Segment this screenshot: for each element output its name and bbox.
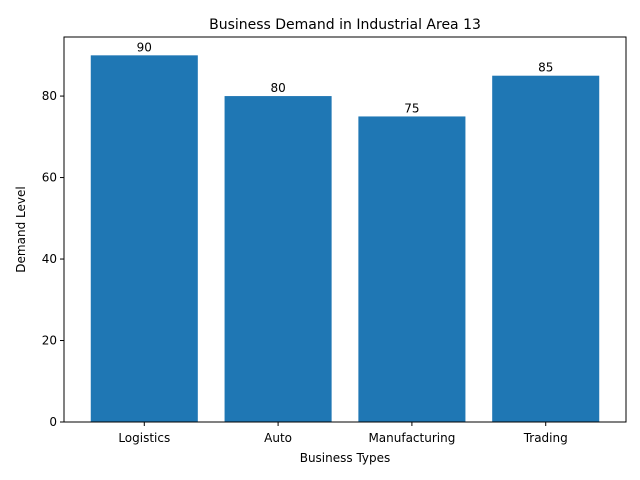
bar-value-label: 85 <box>538 61 553 75</box>
x-tick-label: Trading <box>523 431 568 445</box>
y-axis-label: Demand Level <box>14 186 28 272</box>
y-tick-label: 80 <box>42 89 57 103</box>
y-tick-label: 40 <box>42 252 57 266</box>
bar <box>90 55 198 422</box>
y-tick-label: 0 <box>49 415 57 429</box>
x-axis-label: Business Types <box>300 451 391 465</box>
x-tick-label: Manufacturing <box>368 431 455 445</box>
chart-title: Business Demand in Industrial Area 13 <box>209 17 481 33</box>
y-tick-label: 20 <box>42 334 57 348</box>
bar <box>358 116 466 422</box>
x-tick-label: Auto <box>264 431 292 445</box>
y-axis: 0 20 40 60 80 <box>42 89 64 429</box>
bar-value-label: 80 <box>270 81 285 95</box>
bar-value-label: 90 <box>137 40 152 54</box>
bars: 90 80 75 85 <box>90 40 600 423</box>
y-tick-label: 60 <box>42 171 57 185</box>
plot-frame <box>63 36 627 423</box>
bar <box>492 75 600 422</box>
bar-value-label: 75 <box>404 101 419 115</box>
x-tick-label: Logistics <box>118 431 170 445</box>
bar <box>224 96 332 423</box>
x-axis: Logistics Auto Manufacturing Trading <box>118 422 568 445</box>
